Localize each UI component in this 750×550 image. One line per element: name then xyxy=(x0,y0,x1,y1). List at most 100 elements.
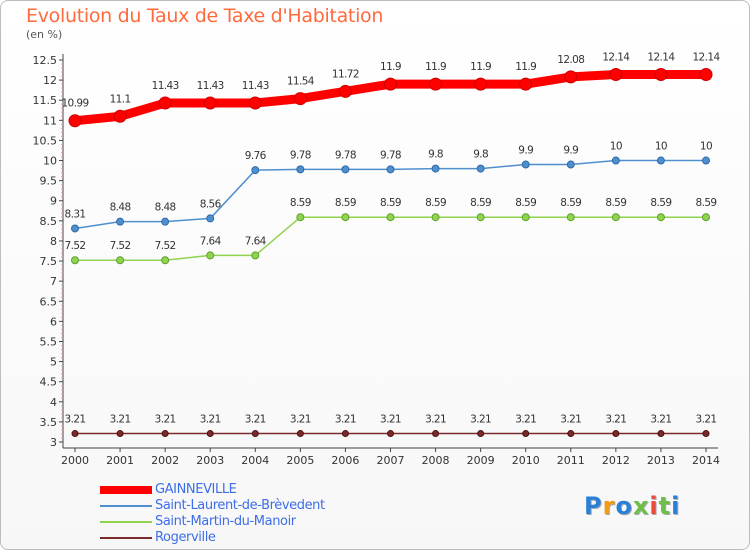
y-tick-label: 10.5 xyxy=(33,134,58,147)
data-label: 9.76 xyxy=(245,150,267,162)
y-tick-label: 9 xyxy=(50,195,57,208)
data-label: 3.21 xyxy=(470,414,491,426)
data-point xyxy=(71,256,79,265)
x-tick-label: 2003 xyxy=(196,454,224,467)
y-tick-label: 4.5 xyxy=(40,376,58,389)
data-point xyxy=(296,430,304,438)
data-point xyxy=(654,67,668,81)
data-label: 3.21 xyxy=(380,414,401,426)
data-point xyxy=(116,256,125,265)
y-tick-label: 5 xyxy=(50,356,57,369)
data-label: 12.14 xyxy=(692,51,720,63)
data-label: 10 xyxy=(655,141,667,153)
data-point xyxy=(567,430,575,438)
legend-label: Rogerville xyxy=(155,530,216,545)
data-point xyxy=(566,160,575,169)
y-tick-label: 6.5 xyxy=(40,295,58,308)
data-point xyxy=(656,213,665,222)
data-label: 11.43 xyxy=(197,80,224,92)
axes: 33.544.555.566.577.588.599.51010.51111.5… xyxy=(33,54,720,467)
x-tick-label: 2001 xyxy=(106,454,134,467)
y-unit-label: (en %) xyxy=(26,28,63,41)
data-label: 9.9 xyxy=(563,145,578,157)
legend: GAINNEVILLE Saint-Laurent-de-Brèvedent S… xyxy=(100,482,325,546)
data-point xyxy=(251,251,260,260)
x-tick-label: 2013 xyxy=(647,454,675,467)
y-tick-label: 8.5 xyxy=(40,215,58,228)
data-point xyxy=(116,430,124,438)
data-point xyxy=(386,213,395,222)
data-label: 10 xyxy=(700,141,712,153)
data-point xyxy=(206,430,214,438)
data-label: 7.64 xyxy=(200,235,222,247)
legend-swatch-rogerville xyxy=(100,537,152,539)
x-tick-label: 2009 xyxy=(467,454,495,467)
data-label: 12.08 xyxy=(557,54,584,66)
legend-label: GAINNEVILLE xyxy=(155,482,237,497)
data-point xyxy=(341,165,350,174)
data-point xyxy=(432,430,440,438)
series-line-2 xyxy=(74,216,707,261)
data-point xyxy=(161,430,169,438)
x-tick-label: 2002 xyxy=(151,454,179,467)
data-label: 8.48 xyxy=(110,202,131,214)
legend-label: Saint-Martin-du-Manoir xyxy=(155,514,296,529)
data-label: 8.59 xyxy=(380,197,401,209)
data-point xyxy=(248,96,262,110)
legend-swatch-gainneville xyxy=(100,486,152,494)
data-label: 11.43 xyxy=(242,80,269,92)
data-point xyxy=(113,109,127,123)
data-label: 3.21 xyxy=(290,414,311,426)
data-point xyxy=(206,251,215,260)
data-label: 3.21 xyxy=(560,414,581,426)
data-label: 8.48 xyxy=(155,202,176,214)
y-tick-label: 12 xyxy=(43,74,57,87)
data-label: 11.9 xyxy=(380,61,401,73)
data-label: 3.21 xyxy=(245,414,266,426)
data-label: 11.9 xyxy=(515,61,536,73)
data-label: 3.21 xyxy=(696,414,717,426)
data-label: 8.59 xyxy=(515,197,536,209)
data-point xyxy=(702,156,710,165)
data-label: 3.21 xyxy=(650,414,671,426)
y-tick-label: 8 xyxy=(50,235,57,248)
data-point xyxy=(203,96,217,110)
chart-title: Evolution du Taux de Taxe d'Habitation xyxy=(26,5,384,27)
data-label: 3.21 xyxy=(155,414,176,426)
data-point xyxy=(522,430,530,438)
data-point xyxy=(387,430,394,438)
data-label: 11.72 xyxy=(332,68,359,80)
x-tick-label: 2005 xyxy=(286,454,314,467)
data-point xyxy=(476,213,485,222)
y-tick-label: 11.5 xyxy=(33,94,58,107)
legend-item-saint-laurent: Saint-Laurent-de-Brèvedent xyxy=(100,498,325,514)
data-label: 7.52 xyxy=(110,240,131,252)
data-point xyxy=(68,114,82,128)
y-tick-label: 3.5 xyxy=(40,416,58,429)
data-label: 9.78 xyxy=(335,149,356,161)
data-point xyxy=(702,213,710,222)
data-point xyxy=(477,430,485,438)
data-point xyxy=(611,156,620,165)
data-label: 8.59 xyxy=(696,197,717,209)
data-label: 3.21 xyxy=(515,414,536,426)
data-point xyxy=(611,213,620,222)
data-label: 8.59 xyxy=(605,197,626,209)
data-point xyxy=(384,77,397,91)
data-point xyxy=(656,156,665,165)
data-point xyxy=(702,430,710,438)
legend-label: Saint-Laurent-de-Brèvedent xyxy=(155,498,325,513)
data-label: 8.59 xyxy=(290,197,311,209)
data-point xyxy=(158,96,172,110)
data-point xyxy=(476,164,485,173)
data-point xyxy=(161,217,170,226)
data-label: 8.59 xyxy=(425,197,446,209)
data-point xyxy=(612,430,620,438)
data-label: 7.52 xyxy=(155,240,176,252)
data-label: 9.78 xyxy=(290,149,311,161)
data-point xyxy=(296,213,305,222)
data-point xyxy=(71,430,79,438)
legend-item-rogerville: Rogerville xyxy=(100,530,325,546)
y-tick-label: 12.5 xyxy=(33,54,58,67)
